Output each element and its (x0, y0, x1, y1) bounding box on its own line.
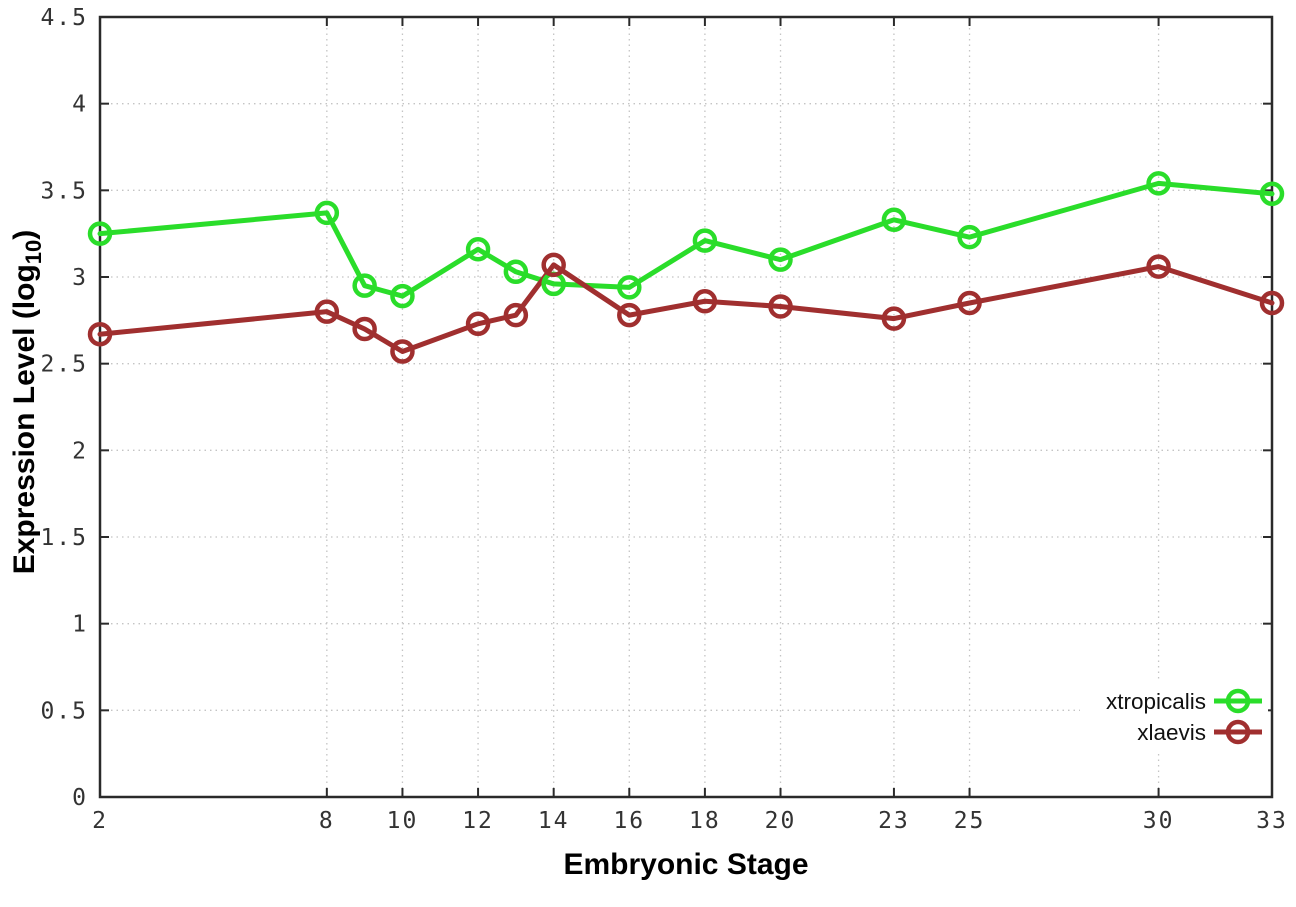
data-point-xtropicalis-stage-23 (881, 207, 907, 233)
y-tick-label: 2 (72, 438, 88, 464)
data-point-xlaevis-stage-12 (465, 311, 491, 337)
x-tick-label: 10 (387, 808, 419, 834)
x-tick-label: 18 (689, 808, 721, 834)
series-line-xlaevis (97, 262, 1275, 355)
data-point-xlaevis-stage-16 (617, 302, 642, 328)
y-tick-label: 0 (72, 785, 88, 811)
data-point-xlaevis-stage-23 (881, 306, 907, 331)
data-point-xtropicalis-stage-25 (957, 224, 982, 250)
x-tick-label: 12 (462, 808, 494, 834)
x-tick-label: 14 (538, 808, 570, 834)
series-line-xtropicalis (97, 180, 1275, 299)
legend-marker-xlaevis (1225, 719, 1251, 745)
data-point-xtropicalis-stage-2 (87, 221, 113, 246)
data-point-xlaevis-stage-9 (352, 316, 377, 342)
x-tick-label: 25 (954, 808, 986, 834)
data-point-xtropicalis-stage-13 (503, 259, 529, 285)
x-tick-label: 16 (613, 808, 645, 834)
x-tick-label: 33 (1256, 808, 1288, 834)
y-tick-label: 1.5 (40, 525, 88, 551)
y-tick-label: 0.5 (40, 698, 88, 724)
data-point-xtropicalis-stage-33 (1259, 181, 1285, 207)
y-tick-label: 3 (72, 265, 88, 291)
plot-border (98, 15, 1274, 799)
data-point-xlaevis-stage-13 (503, 302, 529, 328)
y-axis-title-subscript: 10 (21, 239, 46, 265)
data-point-xlaevis-stage-33 (1259, 290, 1285, 316)
legend-label-xlaevis: xlaevis (1137, 720, 1206, 745)
y-tick-label: 4.5 (40, 5, 88, 31)
y-tick-label: 1 (72, 612, 88, 638)
x-axis-title: Embryonic Stage (563, 848, 809, 881)
data-point-xlaevis-stage-25 (957, 290, 982, 316)
data-point-xlaevis-stage-10 (390, 339, 415, 364)
legend-label-xtropicalis: xtropicalis (1106, 689, 1206, 714)
data-point-xtropicalis-stage-9 (352, 273, 377, 298)
x-tick-label: 23 (878, 808, 910, 834)
data-point-xtropicalis-stage-12 (465, 237, 491, 262)
data-point-xtropicalis-stage-10 (390, 283, 415, 309)
y-axis-title: Expression Level (log10) (8, 122, 48, 682)
data-point-xtropicalis-stage-20 (768, 247, 793, 272)
y-tick-label: 4 (72, 92, 88, 118)
data-point-xtropicalis-stage-18 (692, 228, 718, 253)
data-point-xlaevis-stage-20 (768, 294, 793, 319)
data-point-xlaevis-stage-14 (541, 252, 566, 278)
x-tick-label: 30 (1143, 808, 1175, 834)
y-axis-title-close: ) (8, 229, 41, 240)
data-point-xlaevis-stage-30 (1146, 254, 1171, 279)
data-point-xlaevis-stage-18 (692, 289, 718, 314)
x-tick-label: 2 (92, 808, 108, 834)
data-point-xtropicalis-stage-8 (314, 200, 340, 226)
data-point-xtropicalis-stage-16 (617, 275, 642, 300)
y-tick-label: 3.5 (40, 178, 88, 204)
x-tick-label: 20 (765, 808, 797, 834)
x-tick-label: 8 (319, 808, 335, 834)
data-point-xlaevis-stage-2 (87, 321, 113, 347)
legend-marker-xtropicalis (1225, 688, 1251, 714)
y-tick-label: 2.5 (40, 352, 88, 378)
y-axis-title-text: Expression Level (log (8, 264, 41, 575)
data-point-xlaevis-stage-8 (314, 299, 340, 324)
data-point-xtropicalis-stage-30 (1146, 171, 1171, 196)
